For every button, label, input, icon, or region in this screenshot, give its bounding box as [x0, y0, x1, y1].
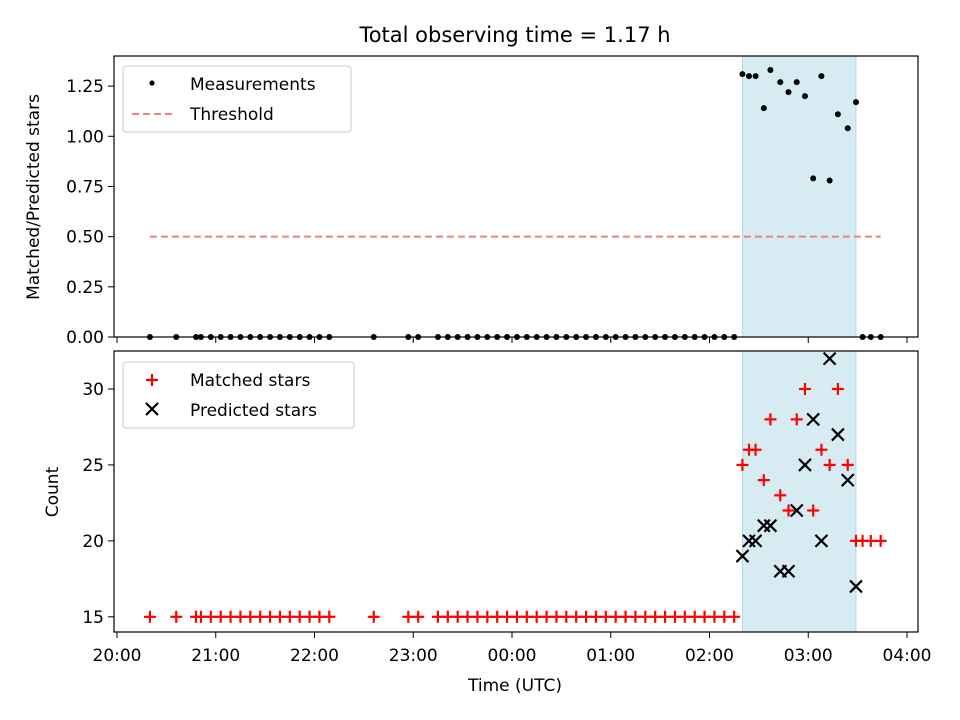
highlight-span-rect [741, 55, 857, 338]
measurement-point [793, 79, 800, 86]
matched-point [798, 382, 811, 395]
top-legend: Measurements Threshold [122, 65, 352, 133]
top-x-ticks [116, 337, 908, 343]
matched-point [323, 610, 336, 623]
y-tick-label: 30 [82, 380, 104, 400]
predicted-point [831, 427, 845, 442]
matched-point [815, 443, 828, 456]
matched-point [412, 610, 425, 623]
matched-point [143, 610, 156, 623]
matched-point [757, 474, 770, 487]
predicted-point [781, 564, 796, 579]
matched-point [807, 504, 820, 517]
top-y-ticks: 0.00 0.25 0.50 0.75 1.00 1.25 [66, 77, 114, 348]
y-tick-label: 20 [82, 532, 104, 552]
top-panel: 0.00 0.25 0.50 0.75 1.00 1.25 Matched/Predict… [24, 55, 919, 348]
bottom-matched-points [143, 382, 887, 623]
y-tick-label: 25 [82, 456, 104, 476]
matched-point [841, 458, 854, 471]
predicted-point [735, 549, 750, 563]
measurement-point [852, 99, 859, 106]
top-highlight-span [741, 55, 857, 338]
x-tick-label: 23:00 [389, 646, 438, 666]
matched-point [736, 458, 749, 471]
y-tick-label: 0.75 [66, 177, 104, 197]
legend-measurements-marker [149, 80, 155, 86]
measurement-point [785, 89, 792, 96]
bottom-y-axis-label: Count [43, 466, 63, 517]
x-tick-label: 01:00 [586, 646, 635, 666]
matched-point [831, 382, 844, 395]
measurement-point [810, 175, 817, 182]
measurement-point [826, 177, 833, 184]
bottom-axes-frame [113, 350, 919, 633]
x-axis-label: Time (UTC) [467, 676, 562, 696]
y-tick-label: 1.25 [66, 77, 104, 97]
predicted-point [814, 534, 829, 548]
measurement-point [767, 67, 774, 74]
bottom-highlight-span [741, 350, 857, 633]
predicted-point [763, 518, 778, 533]
y-tick-label: 0.25 [66, 278, 104, 298]
measurement-point [746, 73, 752, 80]
predicted-point [822, 351, 837, 366]
matched-point [728, 610, 741, 623]
x-tick-label: 20:00 [93, 646, 142, 666]
matched-point [764, 413, 777, 426]
highlight-span-rect [741, 350, 857, 633]
measurement-point [818, 73, 825, 80]
y-tick-label: 1.00 [66, 127, 104, 147]
bottom-legend-box [122, 361, 355, 429]
legend-predicted-marker [145, 402, 159, 416]
bottom-y-ticks: 15 20 25 30 [82, 380, 114, 628]
predicted-point [789, 503, 804, 518]
predicted-point [840, 473, 855, 487]
measurement-point [760, 105, 767, 112]
x-tick-label: 04:00 [883, 646, 932, 666]
matched-point [782, 504, 795, 517]
bottom-predicted-points [735, 351, 863, 594]
y-tick-label: 15 [82, 608, 104, 628]
x-tick-label: 02:00 [685, 646, 734, 666]
legend-measurements-label: Measurements [190, 75, 316, 95]
top-legend-box [122, 65, 352, 133]
matched-point [874, 534, 887, 547]
matched-point [749, 443, 762, 456]
y-tick-label: 0.00 [66, 328, 104, 348]
legend-matched-label: Matched stars [190, 371, 310, 391]
y-tick-label: 0.50 [66, 228, 104, 248]
figure-title: Total observing time = 1.17 h [358, 23, 670, 47]
predicted-point [849, 579, 863, 594]
legend-threshold-label: Threshold [189, 105, 274, 125]
bottom-legend: Matched stars Predicted stars [122, 361, 355, 429]
bottom-panel: 15 20 25 30 20:00 21:00 22:00 23:00 00:00 01:00 0… [43, 350, 932, 696]
predicted-point [806, 412, 820, 427]
predicted-point [798, 458, 812, 472]
predicted-point [748, 534, 763, 548]
x-tick-label: 00:00 [488, 646, 537, 666]
x-tick-label: 21:00 [191, 646, 240, 666]
matched-point [170, 610, 183, 623]
top-axes-frame [113, 55, 919, 338]
legend-predicted-label: Predicted stars [190, 401, 317, 421]
bottom-x-ticks: 20:00 21:00 22:00 23:00 00:00 01:00 02:00 03:00… [93, 632, 932, 666]
measurement-point [844, 125, 851, 132]
measurement-point [834, 111, 841, 118]
x-tick-label: 22:00 [290, 646, 339, 666]
x-tick-label: 03:00 [784, 646, 833, 666]
legend-matched-marker [146, 374, 158, 386]
measurement-point [739, 71, 746, 78]
top-y-axis-label: Matched/Predicted stars [24, 94, 44, 300]
matched-point [367, 610, 380, 623]
matched-point [774, 489, 787, 502]
matched-point [823, 458, 836, 471]
measurement-point [801, 93, 808, 100]
measurement-point [752, 73, 759, 80]
matched-point [790, 413, 803, 426]
measurement-point [777, 79, 784, 86]
